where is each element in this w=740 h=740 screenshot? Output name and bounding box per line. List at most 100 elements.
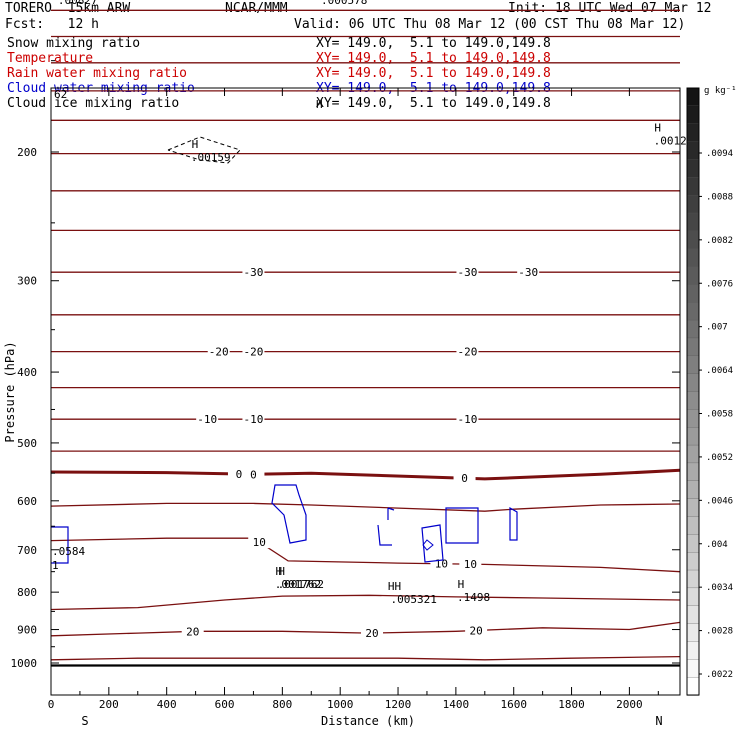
colorbar-tick-label: .004 [706,540,728,550]
colorbar-band [686,605,700,625]
plot-frame [50,87,681,696]
isotherm-label-bg [453,472,476,485]
colorbar-band [686,266,700,286]
colorbar-tick-label: .0082 [706,236,733,246]
isotherm-label-bg [248,536,271,549]
colorbar-band [686,194,700,214]
x-tick-label: 1800 [558,698,585,711]
isotherm-label-bg [465,624,488,637]
south-label: S [81,714,88,728]
colorbar-band [686,569,700,589]
isotherm-label-bg [242,266,265,279]
cloud-water-contour [509,506,518,541]
colorbar-tick-label: .0094 [706,149,733,159]
isotherm-label-bg [242,413,265,426]
colorbar-band [686,462,700,482]
isotherm-label: -10 [197,413,217,426]
cloud-water-contour [377,507,395,546]
isotherm-line [50,537,681,573]
model-title: TORERO 15km ARW [5,1,131,16]
init-time: Init: 18 UTC Wed 07 Mar 12 [508,1,712,16]
high-value-label: .001762 [275,578,321,591]
isotherm-label: -30 [458,266,478,279]
isotherm-label-bg [459,558,482,571]
cloud-water-contour [271,484,307,544]
colorbar-band [686,552,700,571]
colorbar-band [686,302,700,321]
isotherm-label-bg [242,468,265,481]
cloud-water-contour [445,507,479,544]
y-axis-label: Pressure (hPa) [3,341,17,442]
isotherm-label: 20 [365,627,378,640]
colorbar-tick-label: .007 [706,323,728,333]
x-tick-label: 1200 [385,698,412,711]
y-tick-label: 500 [17,437,37,450]
colorbar-band [686,391,700,411]
legend-cloud-ice-xy: XY= 149.0, 5.1 to 149.0,149.8 [316,96,551,111]
y-tick-label: 600 [17,495,37,508]
axes: 0 200 400 600 800 1000 1200 1400 1600 1800 2000200… [11,60,680,711]
high-label: HH [388,580,401,593]
x-tick-label: 800 [272,698,292,711]
y-tick-label: 1000 [11,657,38,670]
y-tick-label: 200 [17,146,37,159]
colorbar-band [686,534,700,553]
colorbar: .0094 .0088 .0082 .0076 .007 .0064 .0058 .0052.… [686,87,733,696]
org-title: NCAR/MMM [225,1,288,16]
isotherm-label: -10 [458,413,478,426]
high-label: H [192,138,199,151]
isotherm-label-bg [456,413,479,426]
colorbar-band [686,212,700,232]
x-tick-label: 1600 [500,698,527,711]
isotherm-label: 20 [469,624,482,637]
cloud-water-contour [421,524,444,563]
legend-snow: Snow mixing ratio [7,36,141,51]
colorbar-band [686,373,700,393]
colorbar-tick-label: .0052 [706,453,733,463]
snow-contour [167,136,241,164]
colorbar-tick-label: .0076 [706,279,733,289]
colorbar-band [686,641,700,660]
isotherm-label: 20 [186,625,199,638]
plot-top-label: 62 [54,88,67,101]
colorbar-tick-label: .0022 [706,670,733,680]
high-value-label: .000578 [321,0,367,7]
left-edge-label: .0584 [52,545,85,558]
colorbar-band [686,427,700,446]
moisture-features: H.00159H.001273H.00827H.000578H.001762H.… [51,0,700,606]
colorbar-tick-label: .0064 [706,366,733,376]
colorbar-band [686,284,700,303]
isotherm-label-bg [242,345,265,358]
colorbar-band [686,319,700,339]
colorbar-band [686,230,700,250]
colorbar-tick-label: .0028 [706,627,733,637]
legend-temperature-xy: XY= 149.0, 5.1 to 149.0,149.8 [316,51,551,66]
x-tick-label: 200 [99,698,119,711]
isotherm-label-bg [181,625,204,638]
colorbar-band [686,623,700,643]
x-tick-label: 1400 [443,698,470,711]
north-label: N [655,714,662,728]
x-axis-label: Distance (km) [321,714,415,728]
isotherm-line [50,468,681,481]
high-value-label: .00159 [191,151,231,164]
colorbar-band [686,409,700,428]
isotherm-label: -30 [518,266,538,279]
colorbar-band [686,676,700,696]
high-value-label: .001762 [278,578,324,591]
colorbar-band [686,355,700,375]
isotherm-label-bg [207,345,230,358]
colorbar-tick-label: .0034 [706,583,733,593]
high-label: H [654,122,661,135]
isotherm-label: 0 [236,468,243,481]
cloud-water-contour [422,539,434,551]
cloud-water-contour [51,526,69,564]
colorbar-band [686,105,700,125]
x-tick-label: 600 [215,698,235,711]
legend-snow-xy: XY= 149.0, 5.1 to 149.0,149.8 [316,36,551,51]
high-label: H [275,565,282,578]
isotherm-label-bg [361,626,384,639]
colorbar-band [686,123,700,143]
colorbar-band [686,587,700,607]
